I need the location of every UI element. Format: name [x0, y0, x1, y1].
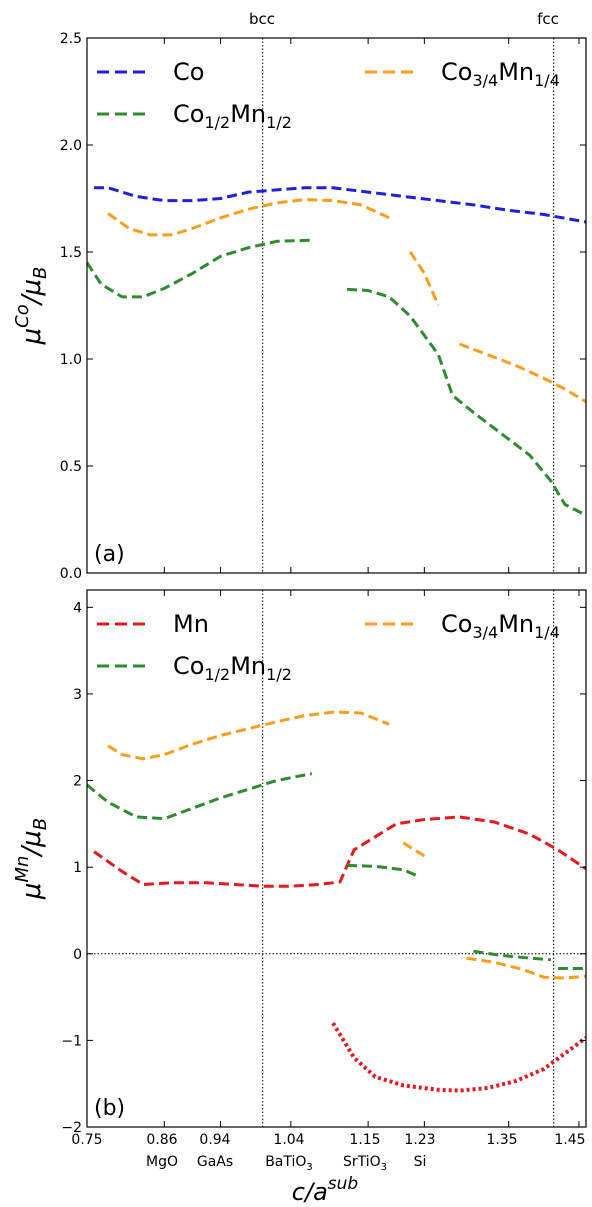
substrate-srtio3: SrTiO3 [343, 1154, 387, 1173]
panel-b: −2 −1 0 1 2 3 4 μMn/μB (b) Mn Co3/4Mn1/4 Co1/2Mn1/2 [12, 589, 587, 1136]
series-line-co1-2mn1-2 [473, 949, 552, 962]
series-line-co1-2mn1-2 [87, 238, 312, 299]
fcc-label: fcc [537, 10, 559, 28]
substrate-mgo: MgO [146, 1154, 178, 1170]
y-tick-label: 0.5 [60, 459, 82, 475]
x-axis-label: c/asub [292, 1174, 358, 1206]
axes-frame [86, 589, 587, 1128]
x-tick-label: 1.23 [404, 1132, 435, 1148]
substrate-batio3: BaTiO3 [265, 1154, 313, 1173]
series-line-co1-2mn1-2 [87, 772, 313, 821]
y-tick-label: 2 [73, 774, 82, 790]
y-tick-label: 0.0 [60, 566, 82, 582]
legend-label: Co3/4Mn1/4 [441, 610, 560, 642]
y-tick-label: −2 [61, 1120, 82, 1136]
legend-label: Co [173, 58, 204, 86]
legend-label: Mn [173, 610, 209, 638]
x-tick-label: 0.86 [146, 1132, 177, 1148]
substrate-labels: MgO GaAs BaTiO3 SrTiO3 Si [146, 1154, 426, 1173]
series-line-co3-4mn1-4 [458, 342, 586, 404]
panel-label: (b) [94, 1096, 125, 1121]
series-line-co [94, 186, 586, 224]
x-tick-label: 1.45 [554, 1132, 585, 1148]
x-tick-label: 0.94 [199, 1132, 230, 1148]
series-line-co3-4mn1-4 [409, 251, 440, 307]
series-line-mn [93, 815, 586, 888]
panel-a: 0.0 0.5 1.0 1.5 2.0 2.5 μCo/μB (a) Co Co3/4Mn1/4 C… [12, 31, 587, 582]
legend-label: Co3/4Mn1/4 [441, 58, 560, 90]
series-line-co3-4mn1-4 [466, 956, 586, 980]
y-tick-label: 4 [73, 600, 82, 616]
bcc-label: bcc [249, 10, 275, 28]
y-tick-label: 3 [73, 687, 82, 703]
x-tick-label: 1.04 [273, 1132, 304, 1148]
series-line-co1-2mn1-2 [346, 287, 586, 517]
panel-label: (a) [94, 542, 125, 567]
series-line-co3-4mn1-4 [107, 198, 390, 237]
x-tick-label: 1.15 [349, 1132, 380, 1148]
axes-frame [86, 37, 587, 574]
legend-label: Co1/2Mn1/2 [173, 652, 292, 684]
substrate-gaas: GaAs [197, 1154, 233, 1170]
x-tick-label: 0.75 [71, 1132, 102, 1148]
y-tick-label: 1 [73, 860, 82, 876]
y-tick-label: 1.5 [60, 245, 82, 261]
substrate-si: Si [414, 1154, 427, 1170]
y-tick-label: 2.0 [60, 138, 82, 154]
series-line-co3-4mn1-4 [402, 841, 426, 858]
x-tick-labels: 0.75 0.86 0.94 1.04 1.15 1.23 1.35 1.45 [71, 1132, 585, 1148]
y-tick-label: 1.0 [60, 352, 82, 368]
y-axis-label: μMn/μB [12, 818, 51, 900]
x-tick-label: 1.35 [486, 1132, 517, 1148]
y-tick-label: −1 [61, 1033, 82, 1049]
legend-label: Co1/2Mn1/2 [173, 100, 292, 132]
y-tick-label: 0 [73, 947, 82, 963]
y-tick-label: 2.5 [60, 31, 82, 47]
series-line-mn [331, 1022, 586, 1093]
series-line-co1-2mn1-2 [346, 863, 418, 878]
y-axis-label: μCo/μB [12, 267, 51, 346]
series-line-co3-4mn1-4 [107, 710, 390, 761]
